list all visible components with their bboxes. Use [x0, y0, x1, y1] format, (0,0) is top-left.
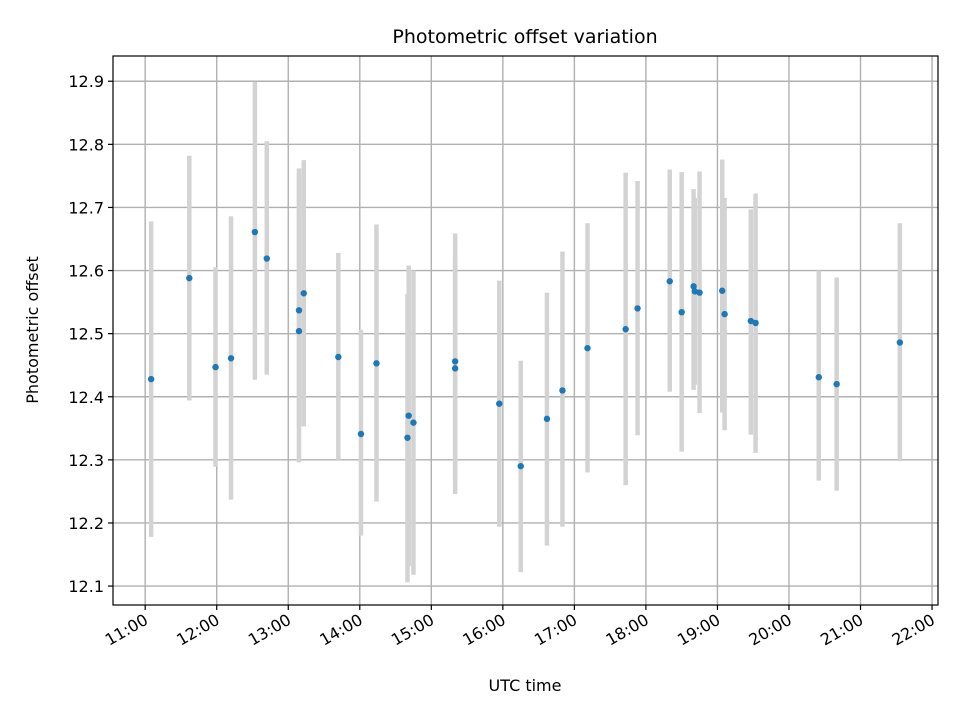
y-tick-label: 12.9: [68, 72, 104, 91]
data-point: [678, 309, 685, 316]
data-point: [721, 310, 728, 318]
data-point: [666, 278, 673, 285]
data-point: [212, 363, 219, 371]
data-point: [496, 400, 503, 407]
data-point: [815, 373, 822, 381]
y-tick-label: 12.4: [68, 388, 104, 407]
data-point: [335, 353, 342, 361]
data-point: [896, 339, 904, 346]
data-point: [559, 387, 566, 394]
data-point: [584, 344, 591, 352]
data-point: [622, 326, 629, 333]
y-tick-label: 12.5: [68, 325, 104, 344]
data-point: [752, 319, 759, 327]
y-tick-label: 12.8: [68, 135, 104, 154]
data-point: [517, 462, 524, 470]
y-tick-label: 12.2: [68, 514, 104, 533]
plot-frame: [112, 55, 939, 606]
data-point: [251, 228, 259, 236]
data-point: [405, 412, 412, 419]
data-point: [300, 290, 307, 297]
y-tick-label: 12.6: [68, 262, 104, 281]
data-point: [690, 283, 697, 290]
data-point: [227, 355, 235, 362]
y-axis-ticks: 12.1 12.2 12.3 12.4 12.5 12.6 12.7 12.8 12.9: [68, 72, 113, 596]
y-tick-label: 12.7: [68, 198, 104, 217]
x-axis-title: UTC time: [489, 676, 562, 695]
chart-title: Photometric offset variation: [392, 26, 657, 48]
data-point: [295, 327, 303, 335]
data-point: [451, 358, 459, 365]
data-point: [295, 307, 303, 314]
data-point: [147, 375, 155, 383]
data-point: [404, 434, 411, 441]
y-tick-label: 12.3: [68, 451, 104, 470]
data-point: [451, 365, 459, 372]
data-point: [719, 287, 726, 294]
data-point: [186, 274, 193, 282]
data-point: [696, 289, 703, 296]
data-point: [543, 415, 551, 423]
data-point: [634, 305, 641, 312]
data-point: [833, 380, 840, 388]
data-point: [263, 255, 270, 262]
data-point: [357, 430, 365, 438]
data-points: [147, 228, 904, 470]
y-axis-title: Photometric offset: [23, 256, 42, 404]
data-point: [373, 360, 380, 367]
data-point: [410, 419, 417, 426]
y-tick-label: 12.1: [68, 577, 104, 596]
grid: [113, 56, 938, 605]
